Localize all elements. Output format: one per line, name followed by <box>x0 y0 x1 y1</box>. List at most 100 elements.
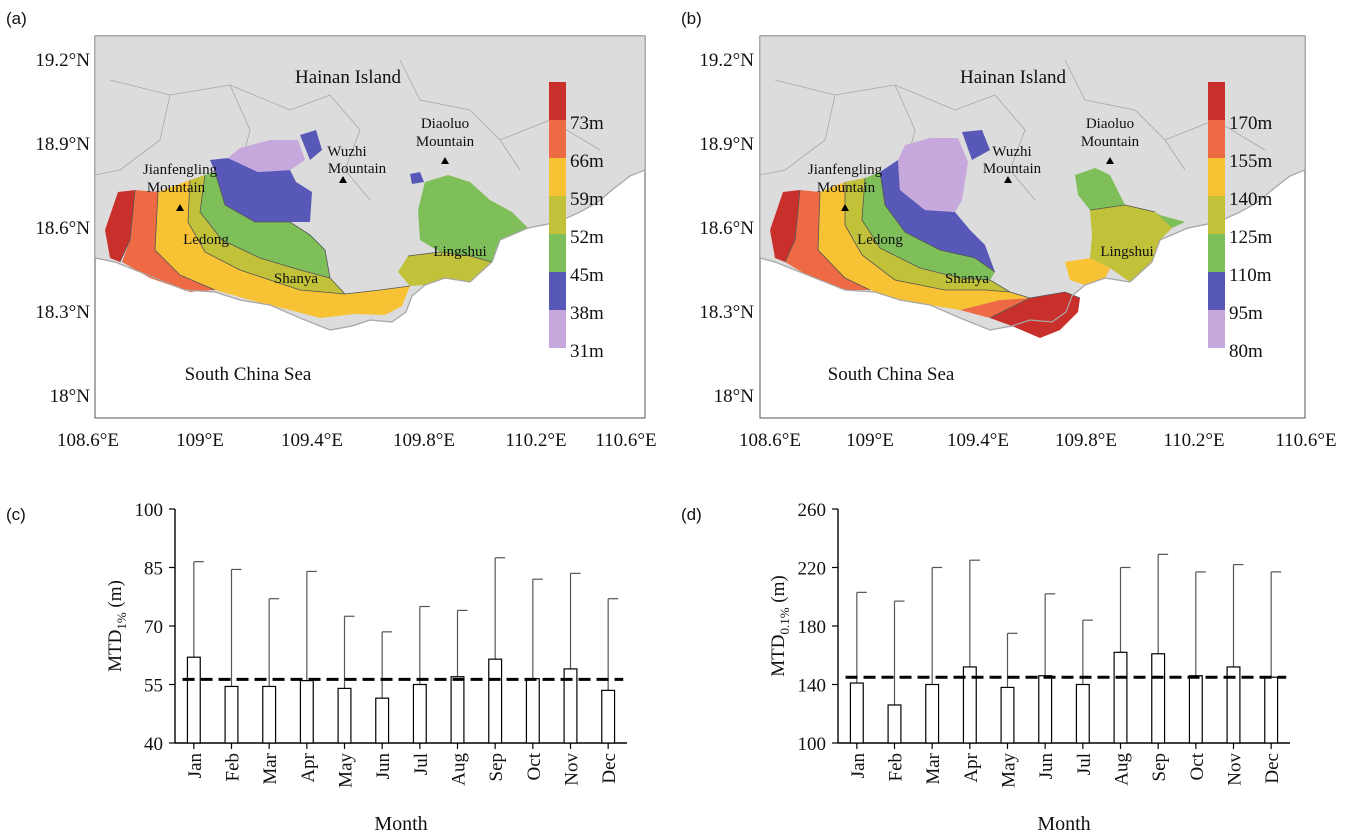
panel-letter: (c) <box>6 505 26 524</box>
x-tick-label: Mar <box>923 752 944 784</box>
lat-label: 18°N <box>714 386 755 407</box>
y-tick-label: 100 <box>798 734 827 755</box>
lon-label: 109.8°E <box>393 430 455 451</box>
lat-label: 18.3°N <box>699 302 754 323</box>
zone-125-b <box>845 178 1172 292</box>
zone-31-a <box>228 140 305 172</box>
panel-letter-b: (b) <box>681 9 702 28</box>
place-jianfengling-b: Jianfengling <box>808 162 883 178</box>
lat-label: 18°N <box>50 386 91 407</box>
y-axis-label: MTD0.1% (m) <box>768 575 792 677</box>
zone-38-a <box>210 130 424 222</box>
legend-label: 31m <box>570 341 604 362</box>
lon-label: 110.2°E <box>505 430 566 451</box>
place-shanya-b: Shanya <box>945 271 990 287</box>
triangle-marker <box>176 204 184 211</box>
lon-label: 109.8°E <box>1055 430 1117 451</box>
legend-label: 38m <box>570 303 604 324</box>
y-tick-label: 55 <box>144 676 163 697</box>
contour-lines-b <box>784 171 1156 319</box>
place-wuzhi-mountain-a: Mountain <box>328 161 387 177</box>
legend-label: 125m <box>1229 227 1273 248</box>
bar <box>1000 686 1015 744</box>
legend-label: 80m <box>1229 341 1263 362</box>
x-tick-label: May <box>336 753 357 788</box>
x-tick-label: Feb <box>223 753 244 782</box>
x-tick-label: Jan <box>185 753 206 779</box>
bar <box>1075 683 1090 744</box>
x-tick-label: Apr <box>298 752 319 782</box>
bar <box>887 704 902 744</box>
legend-label: 170m <box>1229 113 1273 134</box>
lat-label: 18.6°N <box>35 218 90 239</box>
x-tick-label: Apr <box>961 752 982 782</box>
lat-label: 19.2°N <box>699 50 754 71</box>
bar <box>525 678 540 744</box>
legend-swatch <box>1208 234 1225 272</box>
x-tick-label: Aug <box>449 753 470 786</box>
legend-a: 73m 66m 59m 52m 45m 38m 31m <box>549 82 604 362</box>
lon-label: 110.2°E <box>1163 430 1224 451</box>
place-diaoluo-a: Diaoluo <box>421 116 469 132</box>
x-tick-label: Oct <box>524 752 545 780</box>
x-tick-label: Sep <box>1149 753 1170 782</box>
lat-label: 19.2°N <box>35 50 90 71</box>
y-tick-label: 85 <box>144 559 163 580</box>
lat-ticks-b: 19.2°N 18.9°N 18.6°N 18.3°N 18°N <box>699 50 754 407</box>
legend-label: 45m <box>570 265 604 286</box>
lon-label: 109.4°E <box>947 430 1009 451</box>
bar <box>925 683 940 744</box>
zone-52-a <box>188 175 492 294</box>
x-tick-label: Jul <box>411 753 432 775</box>
place-jianfengling-mountain-a: Mountain <box>147 180 206 196</box>
legend-swatch <box>1208 120 1225 158</box>
triangle-marker <box>441 157 449 164</box>
legend-label: 59m <box>570 189 604 210</box>
bar <box>1264 676 1279 744</box>
zone-45-a <box>200 172 528 278</box>
legend-label: 66m <box>570 151 604 172</box>
contour-lines-a <box>119 171 493 295</box>
x-axis-label: Month <box>1037 813 1090 834</box>
zone-73-a <box>105 190 135 262</box>
x-tick-label: Nov <box>1225 753 1246 786</box>
legend-swatch <box>549 310 566 348</box>
bar <box>488 658 503 744</box>
x-tick-label: Jan <box>848 753 869 779</box>
lon-ticks-b: 108.6°E 109°E 109.4°E 109.8°E 110.2°E 11… <box>739 430 1337 451</box>
place-lingshui-b: Lingshui <box>1100 244 1153 260</box>
bar <box>299 679 314 744</box>
bar <box>262 685 277 744</box>
x-tick-label: Jul <box>1074 753 1095 775</box>
x-tick-label: Dec <box>599 753 620 784</box>
bar <box>849 682 864 744</box>
triangle-marker <box>1106 157 1114 164</box>
legend-swatch <box>1208 158 1225 196</box>
y-tick-label: 70 <box>144 617 163 638</box>
bar <box>375 697 390 744</box>
x-tick-label: Mar <box>260 752 281 784</box>
bar <box>412 683 427 744</box>
contour-fills-a <box>105 130 528 318</box>
legend-swatch <box>549 196 566 234</box>
zone-95-b <box>880 130 995 272</box>
x-tick-label: Oct <box>1187 752 1208 780</box>
y-tick-label: 180 <box>798 617 827 638</box>
x-tick-label: Jun <box>1036 753 1057 780</box>
bar-chart-d: (d) 100 140 180 220 260 MTD0.1% (m) Jan Feb Mar Ap… <box>681 500 1290 834</box>
lat-label: 18.9°N <box>699 134 754 155</box>
triangle-marker <box>841 204 849 211</box>
legend-swatch <box>1208 196 1225 234</box>
legend-label: 73m <box>570 113 604 134</box>
panel-letter: (d) <box>681 505 702 524</box>
sea-label-a: South China Sea <box>185 364 312 385</box>
legend-swatch <box>1208 310 1225 348</box>
legend-label: 95m <box>1229 303 1263 324</box>
legend-label: 110m <box>1229 265 1272 286</box>
bar-chart-c: (c) 40 55 70 85 100 MTD1% (m) Jan Feb Mar Apr May Ju… <box>6 500 627 834</box>
map-panel-b: (b) <box>681 9 1337 451</box>
lon-label: 108.6°E <box>57 430 119 451</box>
sea-label-b: South China Sea <box>828 364 955 385</box>
island-label-a: Hainan Island <box>295 67 402 88</box>
